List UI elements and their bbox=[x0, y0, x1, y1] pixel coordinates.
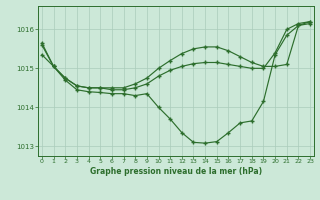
X-axis label: Graphe pression niveau de la mer (hPa): Graphe pression niveau de la mer (hPa) bbox=[90, 167, 262, 176]
